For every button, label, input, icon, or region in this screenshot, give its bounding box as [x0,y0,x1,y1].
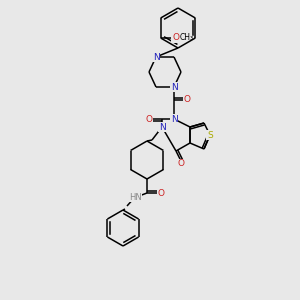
Text: N: N [159,122,165,131]
Text: CH₃: CH₃ [180,34,194,43]
Text: S: S [207,130,213,140]
Text: O: O [158,188,164,197]
Text: O: O [184,95,190,104]
Text: N: N [171,115,177,124]
Text: O: O [146,115,152,124]
Text: N: N [171,82,177,91]
Text: O: O [172,34,179,43]
Text: HN: HN [129,193,141,202]
Text: O: O [178,160,184,169]
Text: N: N [153,52,159,62]
